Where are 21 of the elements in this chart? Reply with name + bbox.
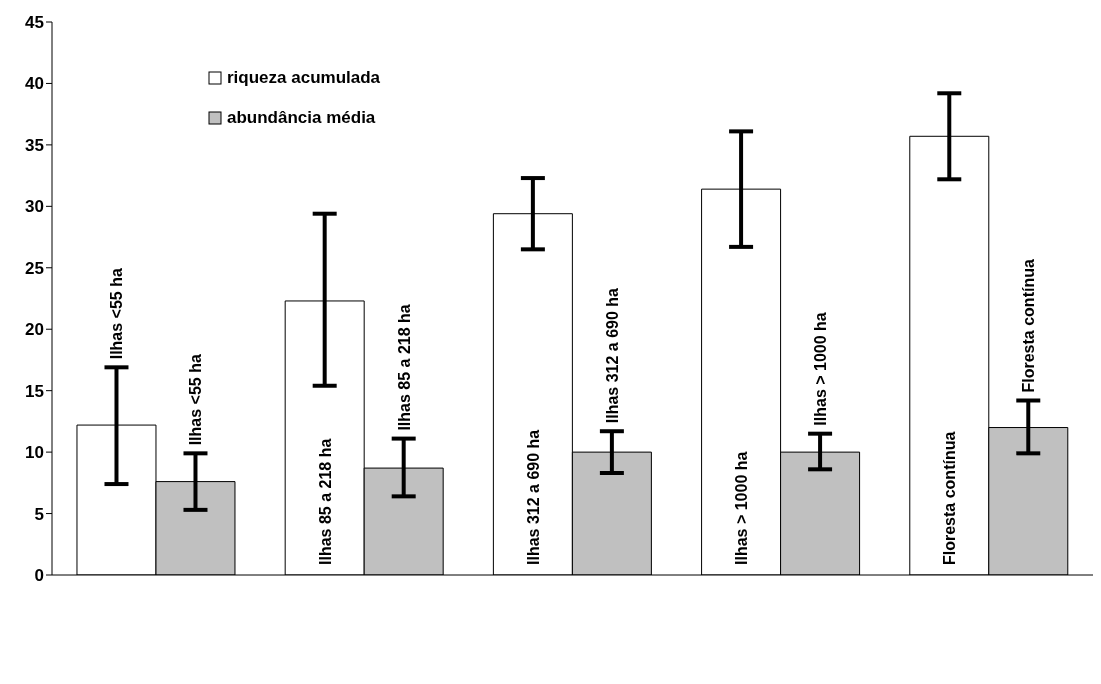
y-tick-label: 10 [25, 443, 44, 463]
category-label: Ilhas <55 ha [187, 354, 205, 446]
y-tick-label: 35 [25, 135, 44, 155]
x-tick-label: Floresta contínua [941, 431, 959, 565]
x-tick-label: Ilhas 85 a 218 ha [316, 438, 334, 565]
category-label: Ilhas 85 a 218 ha [395, 304, 413, 431]
y-tick-label: 25 [25, 258, 44, 278]
category-label: Ilhas > 1000 ha [812, 312, 830, 426]
legend-label: abundância média [227, 108, 376, 128]
y-tick-label: 0 [34, 566, 44, 586]
y-tick-label: 30 [25, 197, 44, 217]
x-tick-label: Ilhas > 1000 ha [733, 451, 751, 565]
y-tick-label: 45 [25, 13, 44, 33]
category-label: Ilhas 312 a 690 ha [603, 288, 621, 424]
y-tick-label: 20 [25, 320, 44, 340]
x-tick-label: Ilhas 312 a 690 ha [524, 429, 542, 565]
y-tick-label: 15 [25, 381, 44, 401]
category-label: Floresta contínua [1020, 259, 1038, 393]
legend-label: riqueza acumulada [227, 68, 381, 88]
y-tick-label: 5 [34, 504, 44, 524]
y-tick-label: 40 [25, 74, 44, 94]
